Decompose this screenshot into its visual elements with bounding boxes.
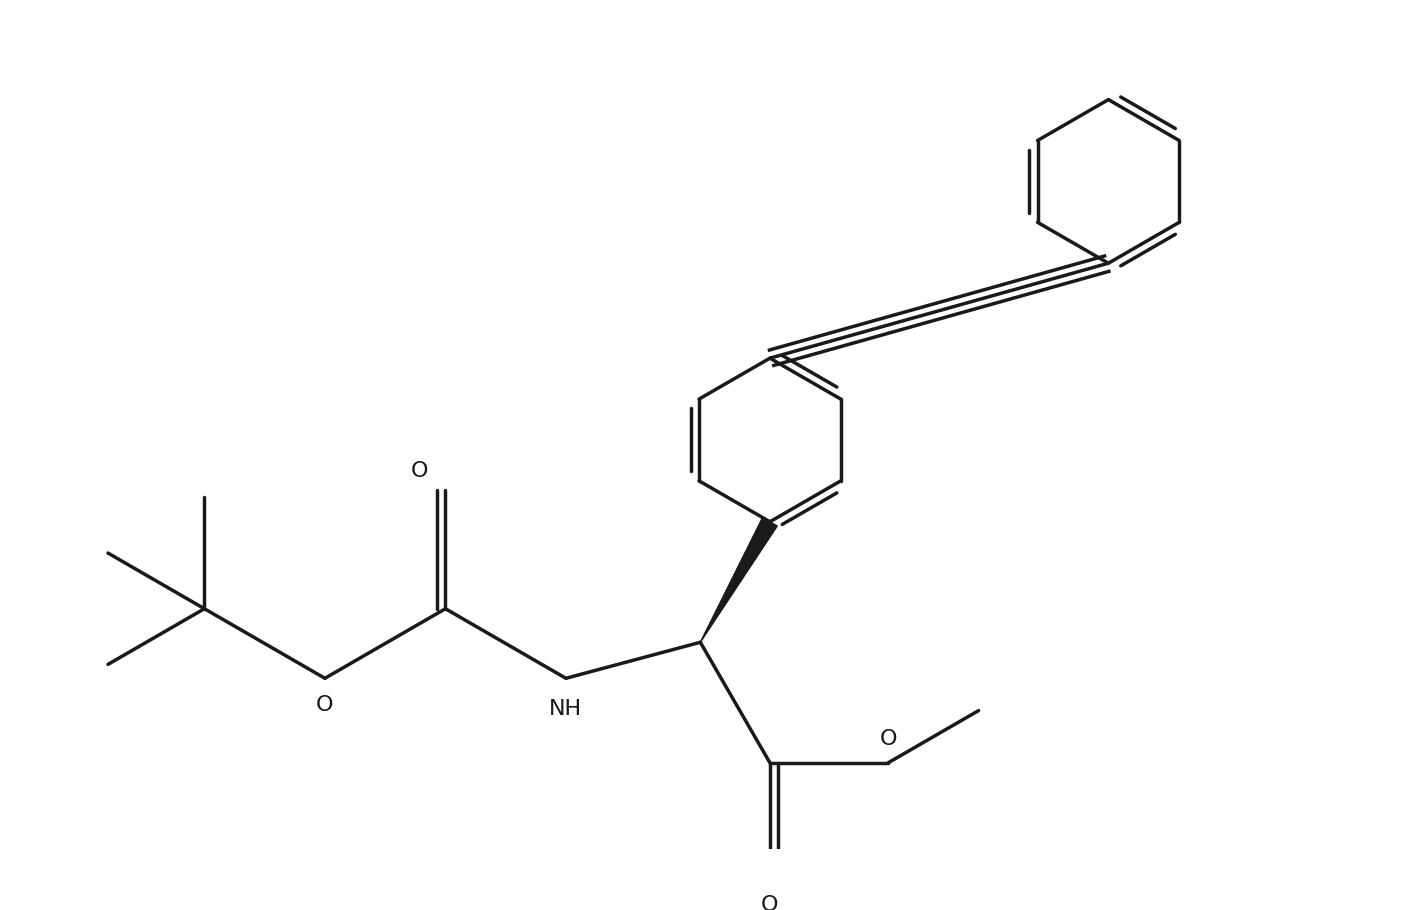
Text: O: O: [879, 729, 898, 749]
Text: O: O: [317, 695, 334, 715]
Text: O: O: [411, 461, 428, 481]
Text: O: O: [761, 895, 779, 910]
Text: NH: NH: [549, 699, 582, 719]
Polygon shape: [701, 518, 778, 642]
